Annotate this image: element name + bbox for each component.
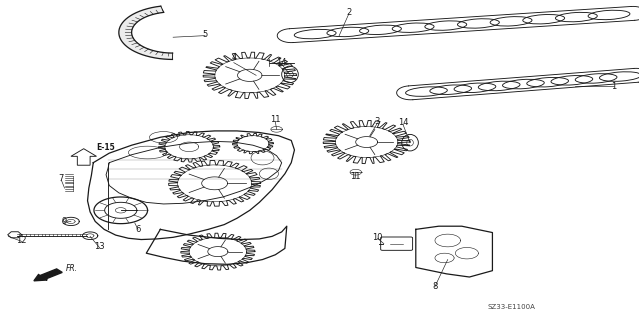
- Text: 5: 5: [202, 30, 207, 39]
- Text: 7: 7: [59, 174, 64, 183]
- Text: SZ33-E1100A: SZ33-E1100A: [488, 304, 536, 310]
- Text: 14: 14: [398, 118, 408, 128]
- Text: 9: 9: [62, 217, 67, 226]
- Text: E-15: E-15: [97, 143, 115, 152]
- FancyArrow shape: [34, 269, 62, 281]
- Text: 11: 11: [350, 173, 360, 182]
- Text: 10: 10: [372, 233, 383, 242]
- Text: 14: 14: [276, 58, 287, 67]
- Text: 13: 13: [94, 242, 105, 251]
- Text: 12: 12: [17, 236, 27, 245]
- Text: 8: 8: [432, 282, 438, 291]
- Text: 11: 11: [270, 115, 280, 124]
- Text: FR.: FR.: [66, 264, 78, 273]
- Text: 3: 3: [375, 117, 380, 126]
- Text: 6: 6: [135, 225, 141, 234]
- Text: 4: 4: [231, 53, 236, 62]
- Text: 1: 1: [611, 82, 616, 91]
- Polygon shape: [119, 6, 173, 59]
- Text: 2: 2: [346, 8, 351, 17]
